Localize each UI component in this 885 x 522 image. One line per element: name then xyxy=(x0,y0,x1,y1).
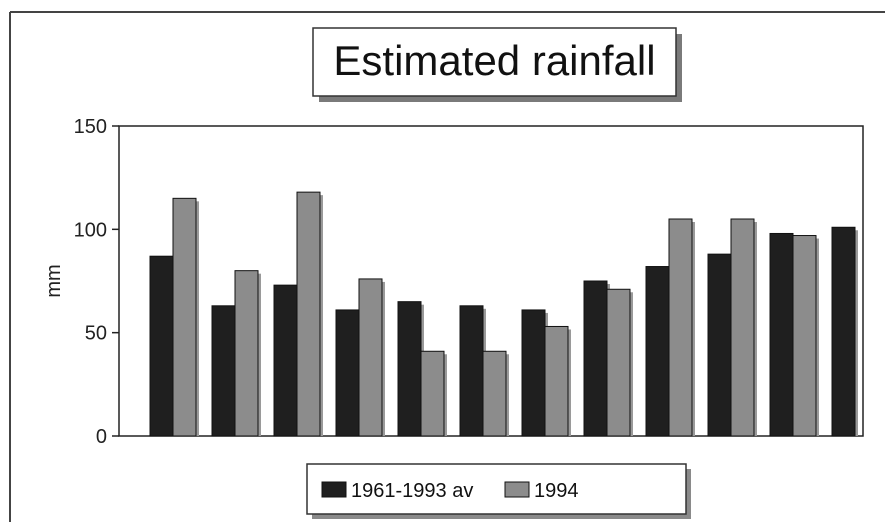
bar-avg xyxy=(335,309,360,437)
bar-avg xyxy=(273,284,298,437)
bar-1994 xyxy=(730,218,755,437)
bar-avg xyxy=(149,255,174,437)
bar-1994 xyxy=(172,197,197,437)
bar-avg xyxy=(583,280,608,437)
bar-1994 xyxy=(668,218,693,437)
chart-title: Estimated rainfall xyxy=(333,37,655,84)
legend: 1961-1993 av 1994 xyxy=(321,480,579,502)
legend-label: 1994 xyxy=(534,480,579,502)
bar-1994 xyxy=(234,270,259,437)
legend-box xyxy=(306,463,687,515)
bar-avg xyxy=(645,266,670,437)
y-axis-ticks: 0 50 100 150 xyxy=(74,116,119,448)
bar-1994 xyxy=(420,350,445,437)
bar-1994 xyxy=(296,191,321,437)
y-tick-label: 150 xyxy=(74,116,107,138)
title-box xyxy=(312,27,677,97)
bar-avg xyxy=(397,301,422,437)
bar-avg xyxy=(459,305,484,437)
bar-1994 xyxy=(358,278,383,437)
y-axis-label: mm xyxy=(43,264,65,297)
bar-1994 xyxy=(792,235,817,437)
bar-avg xyxy=(769,232,794,437)
legend-swatch xyxy=(321,481,347,498)
bar-1994 xyxy=(606,288,631,437)
bar-avg xyxy=(211,305,236,437)
bar-avg xyxy=(707,253,732,437)
y-tick-label: 100 xyxy=(74,219,107,241)
bar-series xyxy=(149,191,858,437)
bar-1994 xyxy=(482,350,507,437)
legend-swatch xyxy=(504,481,530,498)
y-tick-label: 0 xyxy=(96,426,107,448)
legend-label: 1961-1993 av xyxy=(351,480,473,502)
bar-avg xyxy=(831,226,856,437)
bar-avg xyxy=(521,309,546,437)
y-tick-label: 50 xyxy=(85,323,107,345)
bar-1994 xyxy=(544,325,569,437)
